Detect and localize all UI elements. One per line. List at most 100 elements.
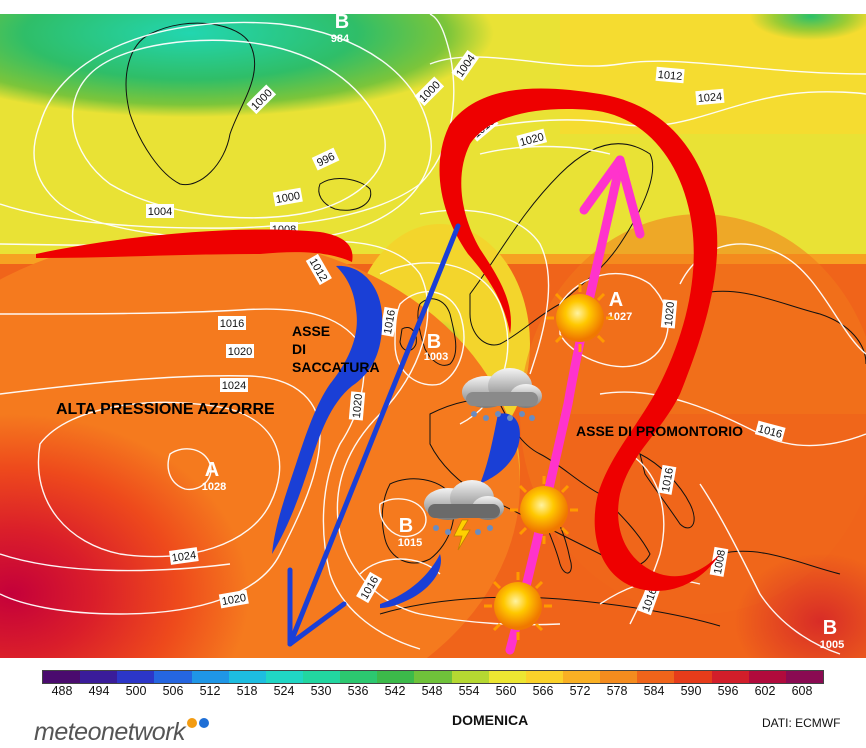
color-scale-tick: 506: [162, 684, 184, 698]
svg-text:1016: 1016: [660, 467, 676, 493]
trough-outline: [272, 265, 520, 608]
color-scale-segment: [377, 671, 415, 683]
logo-dot-orange: [187, 718, 198, 728]
svg-text:A: A: [609, 289, 623, 311]
svg-text:1016: 1016: [220, 318, 244, 330]
svg-text:1020: 1020: [351, 393, 365, 418]
color-scale-tick: 578: [606, 684, 628, 698]
isobar-label: 1008: [709, 546, 729, 577]
svg-text:B: B: [823, 617, 837, 639]
color-scale-segment: [80, 671, 118, 683]
forecast-day: DOMENICA: [452, 712, 529, 728]
color-scale-tick: 542: [384, 684, 406, 698]
svg-text:1020: 1020: [228, 346, 252, 358]
svg-text:1012: 1012: [657, 69, 682, 83]
isobar-label: 1016: [379, 306, 399, 337]
color-scale-tick: 536: [347, 684, 369, 698]
atlantic-red-band: [36, 229, 353, 262]
isobar-label: 1024: [695, 88, 725, 106]
color-scale-tick: 500: [125, 684, 147, 698]
color-scale-tick: 560: [495, 684, 517, 698]
color-scale-tick: 524: [273, 684, 295, 698]
svg-text:1005: 1005: [820, 639, 844, 651]
isobar-label: 1024: [220, 378, 248, 392]
color-scale-tick: 608: [791, 684, 813, 698]
thunderstorm-cloud-icon: [424, 480, 504, 551]
svg-text:1008: 1008: [712, 549, 728, 575]
geopotential-field: [0, 14, 866, 658]
svg-text:1024: 1024: [171, 549, 197, 564]
azores-high-label: ALTA PRESSIONE AZZORRE: [56, 401, 275, 418]
color-scale-segment: [340, 671, 378, 683]
svg-text:B: B: [427, 331, 441, 353]
trough-axis-arrow: [287, 223, 461, 647]
ridge-outline: [36, 88, 720, 591]
svg-text:B: B: [399, 515, 413, 537]
color-scale-tick: 602: [754, 684, 776, 698]
svg-text:1024: 1024: [697, 91, 722, 105]
isobar-label: 1024: [169, 547, 199, 565]
isobars: [0, 14, 866, 655]
color-scale-tick: 566: [532, 684, 554, 698]
color-scale: [42, 670, 824, 684]
color-scale-tick: 518: [236, 684, 258, 698]
color-scale-segment: [191, 671, 229, 683]
isobar-label: 1016: [218, 316, 246, 330]
color-scale-tick: 590: [680, 684, 702, 698]
color-scale-segment: [414, 671, 452, 683]
svg-text:1028: 1028: [202, 481, 226, 493]
color-scale-tick: 488: [51, 684, 73, 698]
weather-map: 1004 1000 1000 996 1000 1004 1008 1012 1…: [0, 14, 866, 658]
isobar-label: 1020: [226, 344, 254, 358]
ridge-axis-arrow: [505, 155, 645, 655]
sun-icon: [546, 284, 614, 352]
color-scale-tick: 530: [310, 684, 332, 698]
isobar-label: 1020: [348, 391, 366, 421]
svg-text:1015: 1015: [398, 537, 422, 549]
svg-text:1020: 1020: [221, 592, 247, 608]
color-scale-segment: [600, 671, 638, 683]
svg-text:1000: 1000: [275, 190, 301, 206]
svg-text:1020: 1020: [663, 301, 677, 326]
color-scale-segment: [637, 671, 675, 683]
color-scale-segment: [43, 671, 81, 683]
color-scale-segment: [711, 671, 749, 683]
color-scale-segment: [525, 671, 563, 683]
color-scale-segment: [785, 671, 823, 683]
color-scale-segment: [228, 671, 266, 683]
color-scale-tick: 596: [717, 684, 739, 698]
color-scale-tick: 494: [88, 684, 110, 698]
rain-cloud-icon: [462, 368, 542, 421]
isobar-label: 1004: [146, 204, 174, 218]
color-scale-segment: [117, 671, 155, 683]
isobar-label: 1000: [272, 187, 303, 207]
logo-dot-blue: [199, 718, 210, 728]
ridge-red-loop: [439, 88, 720, 591]
map-annotations: ALTA PRESSIONE AZZORRE ASSE DI SACCATURA…: [56, 323, 743, 439]
svg-text:984: 984: [331, 33, 350, 45]
isobar-label: 1012: [655, 66, 685, 84]
svg-text:1027: 1027: [608, 311, 632, 323]
svg-text:B: B: [335, 14, 349, 33]
svg-text:1016: 1016: [382, 309, 398, 335]
color-scale-segment: [154, 671, 192, 683]
svg-text:1003: 1003: [424, 351, 448, 363]
isobar-label: 1020: [660, 299, 678, 329]
trough-label-line3: SACCATURA: [292, 359, 380, 375]
isobar-label: 1020: [516, 128, 548, 150]
color-scale-tick: 512: [199, 684, 221, 698]
sun-icon: [510, 476, 578, 544]
trough-label-line2: DI: [292, 341, 306, 357]
color-scale-tick: 554: [458, 684, 480, 698]
color-scale-segment: [302, 671, 341, 683]
data-source: DATI: ECMWF: [762, 716, 841, 730]
color-scale-segment: [265, 671, 303, 683]
color-scale-segment: [451, 671, 489, 683]
isobar-label: 1020: [218, 589, 249, 609]
